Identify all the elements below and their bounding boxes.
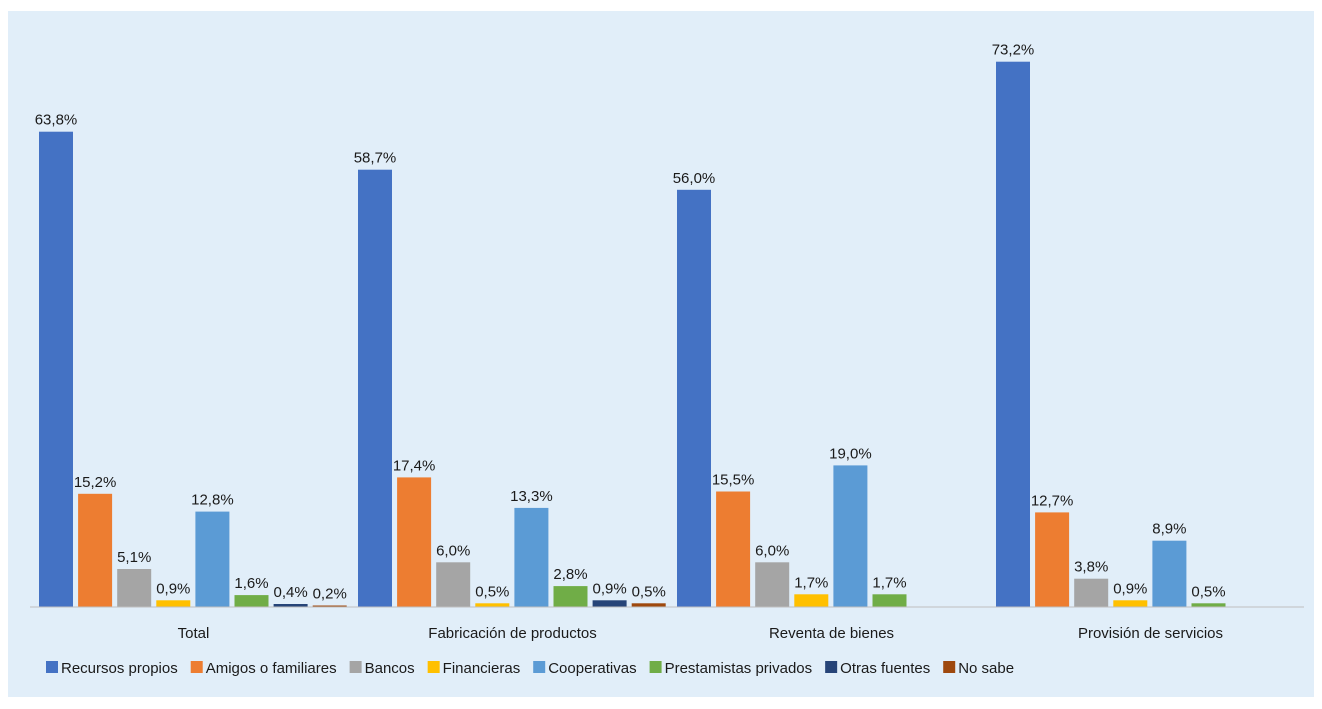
legend-swatch xyxy=(649,661,662,673)
value-label: 5,1% xyxy=(117,549,151,566)
value-label: 0,4% xyxy=(273,584,307,601)
category-label: Reventa de bienes xyxy=(769,625,894,642)
legend-label: Financieras xyxy=(443,660,521,677)
value-label: 3,8% xyxy=(1074,559,1108,576)
legend-item: Otras fuentes xyxy=(825,660,930,677)
bar-2-3 xyxy=(1074,578,1109,607)
legend-label: Otras fuentes xyxy=(840,660,930,677)
value-label: 0,5% xyxy=(475,583,509,600)
legend-label: No sabe xyxy=(958,660,1014,677)
legend-item: Recursos propios xyxy=(46,660,178,677)
bar-0-2 xyxy=(677,189,711,608)
legend-item: Financieras xyxy=(427,660,521,677)
value-label: 56,0% xyxy=(673,170,716,187)
bar-4-1 xyxy=(514,507,549,607)
legend-swatch xyxy=(943,661,956,673)
legend-swatch xyxy=(190,661,203,673)
legend-label: Cooperativas xyxy=(548,660,636,677)
value-label: 58,7% xyxy=(354,150,397,167)
bar-5-3 xyxy=(1191,603,1226,607)
value-label: 0,2% xyxy=(313,586,347,603)
category-labels-layer: Total Fabricación de productos Reventa de … xyxy=(178,625,1223,642)
legend-swatch xyxy=(825,661,838,673)
value-label: 1,6% xyxy=(234,575,268,592)
legend-swatch xyxy=(533,661,546,673)
bar-3-0 xyxy=(156,600,191,607)
legend-swatch xyxy=(46,661,58,673)
bar-2-0 xyxy=(117,569,152,607)
legend-swatch xyxy=(349,661,362,673)
legend-label: Prestamistas privados xyxy=(665,660,813,677)
bar-0-0 xyxy=(39,131,73,607)
bar-0-1 xyxy=(358,169,392,607)
bar-1-2 xyxy=(716,491,751,607)
legend-item: Cooperativas xyxy=(533,660,637,677)
value-label: 13,3% xyxy=(510,488,553,505)
value-label: 0,9% xyxy=(592,580,626,597)
bars-layer xyxy=(39,61,1226,608)
legend-item: Prestamistas privados xyxy=(649,660,813,677)
bar-2-2 xyxy=(755,562,790,607)
legend-label: Amigos o familiares xyxy=(206,660,337,677)
bar-1-0 xyxy=(78,493,113,607)
bar-7-1 xyxy=(631,603,666,607)
value-label: 12,7% xyxy=(1031,492,1074,509)
bar-3-2 xyxy=(794,594,829,607)
bar-6-1 xyxy=(592,600,627,607)
bar-chart: 63,8% 15,2% 5,1% 0,9% 12,8% 1,6% 0,4% 0,2% 58,7%… xyxy=(30,42,1304,677)
bar-4-2 xyxy=(833,465,868,607)
category-label: Fabricación de productos xyxy=(428,625,596,642)
bar-6-0 xyxy=(273,604,308,607)
bar-7-0 xyxy=(312,605,347,607)
value-label: 0,9% xyxy=(1113,580,1147,597)
legend-label: Recursos propios xyxy=(61,660,178,677)
bar-4-3 xyxy=(1152,540,1187,607)
bar-3-1 xyxy=(475,603,510,607)
value-label: 0,5% xyxy=(1191,583,1225,600)
value-label: 1,7% xyxy=(872,574,906,591)
chart-frame: 63,8% 15,2% 5,1% 0,9% 12,8% 1,6% 0,4% 0,2% 58,7%… xyxy=(8,11,1314,697)
value-label: 15,5% xyxy=(712,472,755,489)
value-label: 12,8% xyxy=(191,492,234,509)
bar-2-1 xyxy=(436,562,471,607)
value-label: 19,0% xyxy=(829,445,872,462)
value-label: 15,2% xyxy=(74,474,117,491)
category-label: Provisión de servicios xyxy=(1078,625,1223,642)
value-label: 8,9% xyxy=(1152,521,1186,538)
value-label: 6,0% xyxy=(755,542,789,559)
value-label: 2,8% xyxy=(553,566,587,583)
bar-5-2 xyxy=(872,594,907,607)
value-label: 0,5% xyxy=(632,583,666,600)
bar-0-3 xyxy=(996,61,1030,607)
bar-5-1 xyxy=(553,586,588,607)
value-label: 0,9% xyxy=(156,580,190,597)
value-labels-layer: 63,8% 15,2% 5,1% 0,9% 12,8% 1,6% 0,4% 0,2% 58,7%… xyxy=(35,42,1226,603)
category-label: Total xyxy=(178,625,210,642)
legend-item: Amigos o familiares xyxy=(190,660,337,677)
legend-item: No sabe xyxy=(943,660,1014,677)
bar-1-3 xyxy=(1035,512,1070,607)
legend-item: Bancos xyxy=(349,660,415,677)
legend-label: Bancos xyxy=(365,660,415,677)
value-label: 73,2% xyxy=(992,42,1035,59)
bar-3-3 xyxy=(1113,600,1148,607)
legend: Recursos propios Amigos o familiares Banco… xyxy=(46,660,1014,677)
value-label: 6,0% xyxy=(436,542,470,559)
bar-5-0 xyxy=(234,595,269,607)
value-label: 17,4% xyxy=(393,457,436,474)
value-label: 63,8% xyxy=(35,112,78,129)
bar-1-1 xyxy=(397,477,432,607)
value-label: 1,7% xyxy=(794,574,828,591)
legend-swatch xyxy=(427,661,440,673)
bar-4-0 xyxy=(195,511,230,607)
